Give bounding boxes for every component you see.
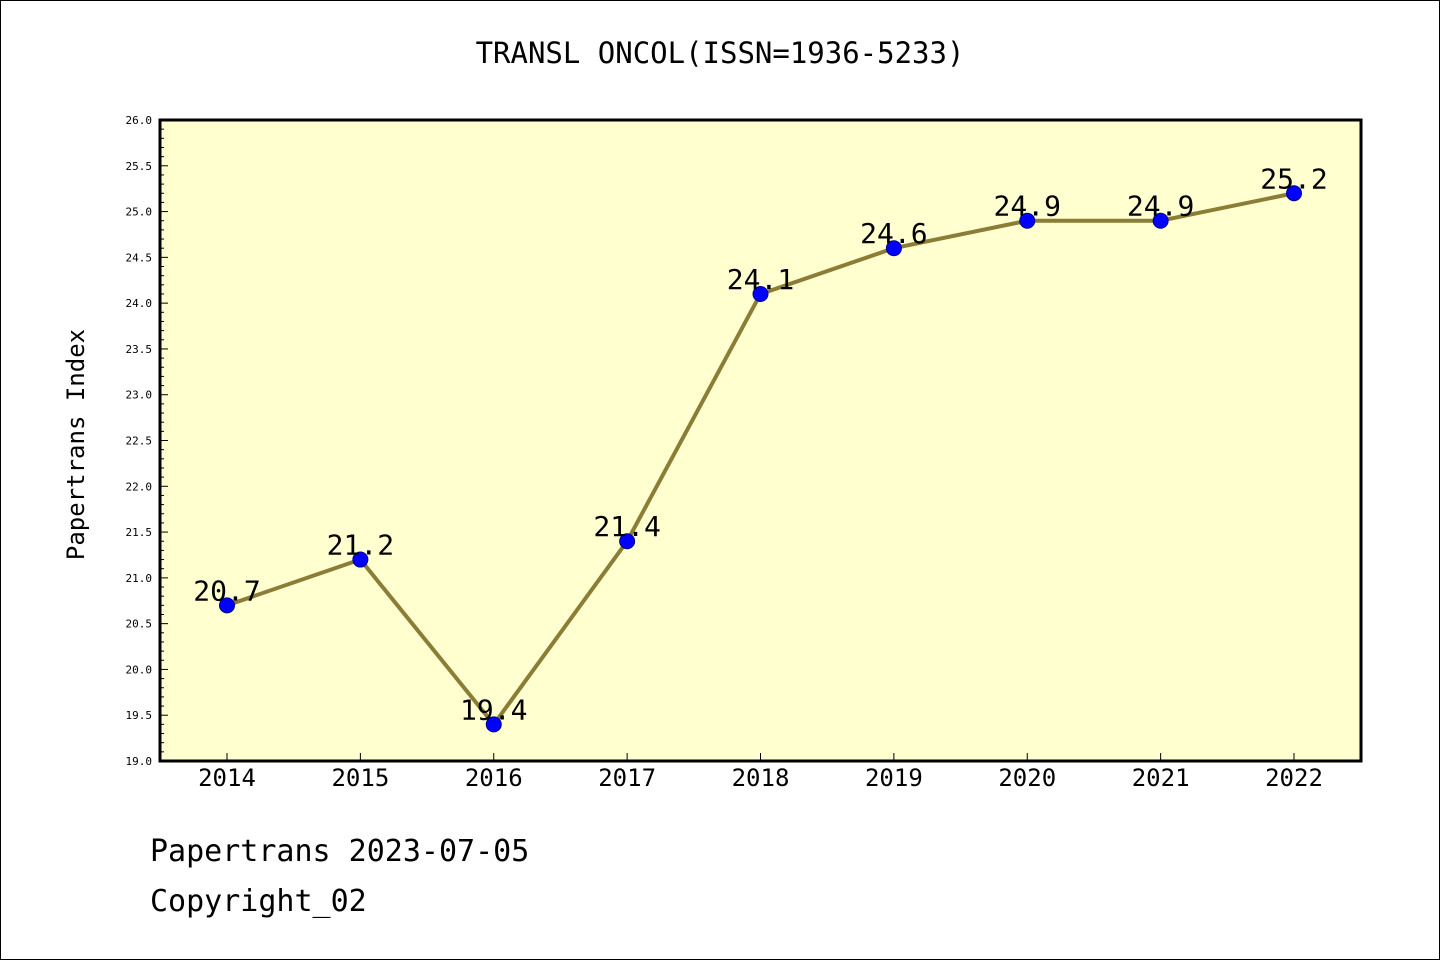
x-tick-label: 2017: [598, 764, 656, 792]
y-tick-label: 19.5: [126, 709, 153, 722]
y-tick-label: 25.5: [126, 160, 153, 173]
x-tick-label: 2018: [732, 764, 790, 792]
data-label: 19.4: [460, 693, 527, 726]
data-point: [619, 533, 636, 550]
data-point: [219, 597, 235, 614]
data-point: [885, 240, 902, 257]
data-label: 21.2: [327, 529, 394, 562]
y-tick-label: 23.5: [126, 343, 153, 356]
y-tick-label: 21.5: [126, 526, 153, 539]
data-point: [752, 285, 769, 302]
data-label: 20.7: [193, 574, 260, 607]
x-tick-label: 2014: [198, 764, 256, 792]
data-point: [1286, 185, 1302, 202]
data-point: [485, 716, 502, 733]
y-tick-label: 21.0: [126, 572, 153, 585]
plot-border: [158, 118, 1363, 763]
x-tick-label: 2015: [331, 764, 389, 792]
x-tick-label: 2019: [865, 764, 923, 792]
y-tick-label: 22.5: [126, 435, 153, 448]
data-point: [1152, 212, 1169, 229]
y-tick-label: 24.0: [126, 297, 153, 310]
y-tick-label: 19.0: [126, 755, 153, 768]
data-label: 21.4: [593, 510, 660, 543]
data-label: 24.9: [994, 190, 1061, 223]
y-axis-label: Papertrans Index: [62, 329, 90, 560]
data-label: 24.1: [727, 263, 794, 296]
y-tick-label: 23.0: [126, 389, 153, 402]
x-tick-label: 2020: [998, 764, 1056, 792]
y-tick-label: 24.5: [126, 251, 153, 264]
x-tick-label: 2022: [1265, 764, 1323, 792]
x-tick-label: 2016: [465, 764, 523, 792]
data-point: [352, 551, 369, 568]
y-tick-label: 25.0: [126, 206, 153, 219]
y-tick-label: 22.0: [126, 480, 153, 493]
y-tick-label: 20.5: [126, 618, 153, 631]
y-tick-label: 26.0: [126, 114, 153, 127]
y-tick-label: 20.0: [126, 663, 153, 676]
data-label: 25.2: [1260, 162, 1327, 195]
chart-title: TRANSL ONCOL(ISSN=1936-5233): [475, 36, 965, 70]
footer-copyright-line: Copyright_02: [150, 884, 367, 919]
data-label: 24.6: [860, 217, 927, 250]
footer-date-line: Papertrans 2023-07-05: [150, 834, 530, 869]
data-label: 24.9: [1127, 190, 1194, 223]
x-tick-label: 2021: [1132, 764, 1190, 792]
data-point: [1019, 212, 1036, 229]
